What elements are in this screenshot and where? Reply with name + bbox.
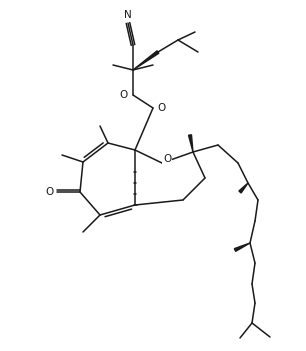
Polygon shape: [234, 243, 250, 251]
Polygon shape: [188, 135, 193, 152]
Text: N: N: [124, 10, 132, 20]
Text: O: O: [120, 90, 128, 100]
Text: O: O: [163, 154, 171, 164]
Text: O: O: [46, 187, 54, 197]
Polygon shape: [133, 51, 159, 70]
Polygon shape: [239, 183, 248, 193]
Text: O: O: [158, 103, 166, 113]
